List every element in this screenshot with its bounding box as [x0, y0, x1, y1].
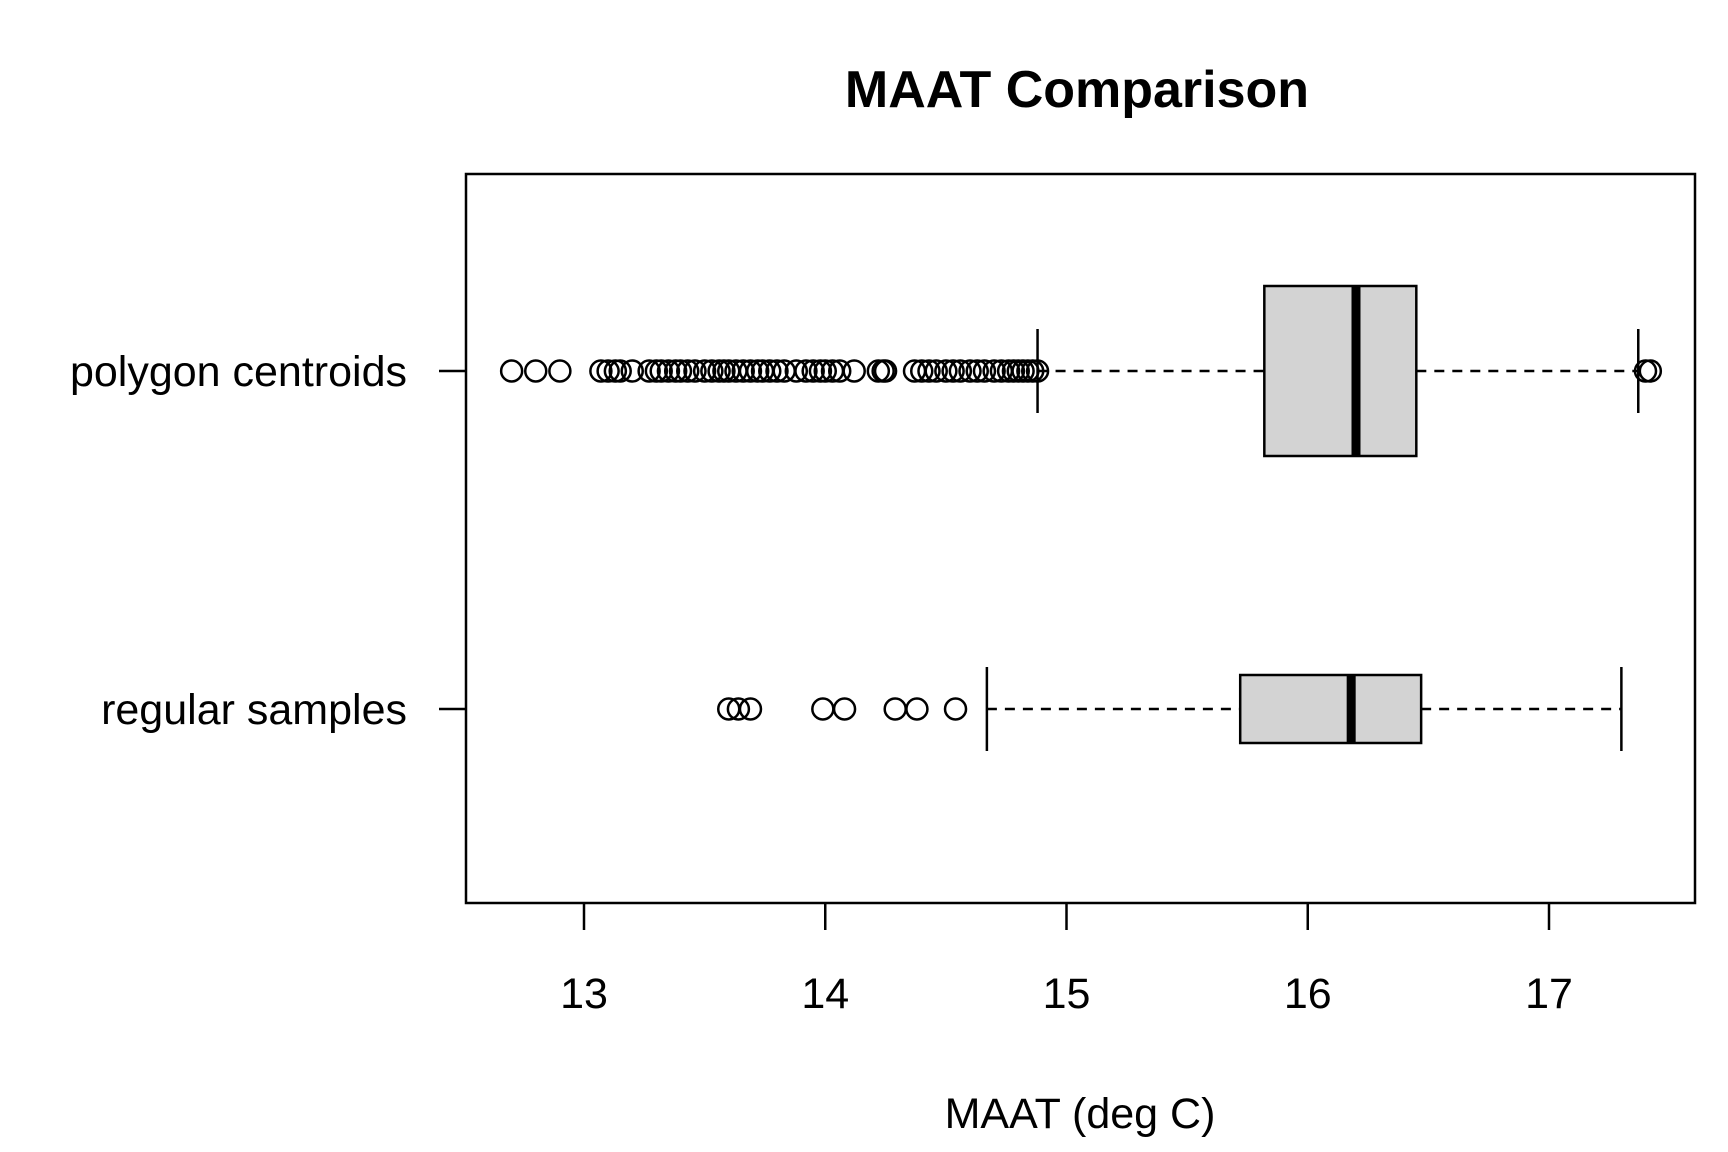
x-axis-label: MAAT (deg C) [945, 1090, 1216, 1138]
outlier-point [589, 359, 613, 383]
y-axis: polygon centroids regular samples [70, 348, 466, 734]
iqr-box [1238, 673, 1423, 745]
outlier-point [965, 359, 989, 383]
x-tick-label: 16 [1284, 970, 1332, 1018]
outlier-point [794, 359, 818, 383]
outlier-point [637, 359, 661, 383]
x-tick-label: 14 [801, 970, 849, 1018]
outlier-point [917, 359, 941, 383]
outlier-point [608, 359, 632, 383]
outlier-point [656, 359, 681, 383]
outlier-point [668, 359, 693, 383]
y-tick-label: regular samples [101, 686, 407, 734]
outlier-point [1638, 359, 1663, 383]
outlier-point [948, 359, 973, 383]
outlier-point [524, 359, 548, 383]
y-tick-label: polygon centroids [70, 348, 407, 396]
outlier-point [499, 359, 524, 383]
outlier-point [982, 359, 1006, 383]
outlier-point [811, 697, 835, 721]
outlier-point [827, 359, 852, 383]
outlier-point [731, 359, 755, 383]
outlier-point [683, 359, 707, 383]
outlier-point [765, 359, 789, 383]
outlier-point [548, 359, 572, 383]
outlier-point [842, 359, 866, 383]
outlier-point [738, 697, 763, 721]
outlier-point [910, 359, 934, 383]
outlier-point [873, 359, 898, 383]
outlier-point [832, 697, 857, 721]
outlier-point [924, 359, 948, 383]
outlier-point [712, 359, 736, 383]
plot-frame [464, 172, 1697, 905]
x-tick-label: 17 [1525, 970, 1573, 1018]
outlier-point [801, 359, 825, 383]
x-tick-label: 13 [560, 970, 608, 1018]
x-axis: 13 14 15 16 17 [560, 903, 1573, 1018]
outlier-point [692, 359, 717, 383]
outlier-point [972, 359, 997, 383]
series-regular-samples [717, 667, 1623, 751]
outlier-point [905, 697, 929, 721]
outlier-point [883, 697, 907, 721]
outlier-point [675, 359, 700, 383]
outlier-point [941, 359, 965, 383]
outlier-point [958, 359, 982, 383]
outlier-point [649, 359, 673, 383]
outlier-point [596, 359, 620, 383]
plot-area [499, 284, 1663, 751]
chart-title: MAAT Comparison [845, 61, 1309, 119]
iqr-box [1263, 284, 1418, 458]
outlier-point [943, 697, 968, 721]
outlier-point [620, 359, 644, 383]
outlier-point [934, 359, 958, 383]
x-tick-label: 15 [1043, 970, 1091, 1018]
outlier-point [700, 359, 724, 383]
series-polygon-centroids [499, 284, 1663, 458]
outlier-point [726, 697, 751, 721]
outlier-point [738, 359, 763, 383]
outlier-point [784, 359, 809, 383]
outlier-point [758, 359, 782, 383]
outlier-point [813, 359, 837, 383]
outlier-point [1025, 359, 1050, 383]
